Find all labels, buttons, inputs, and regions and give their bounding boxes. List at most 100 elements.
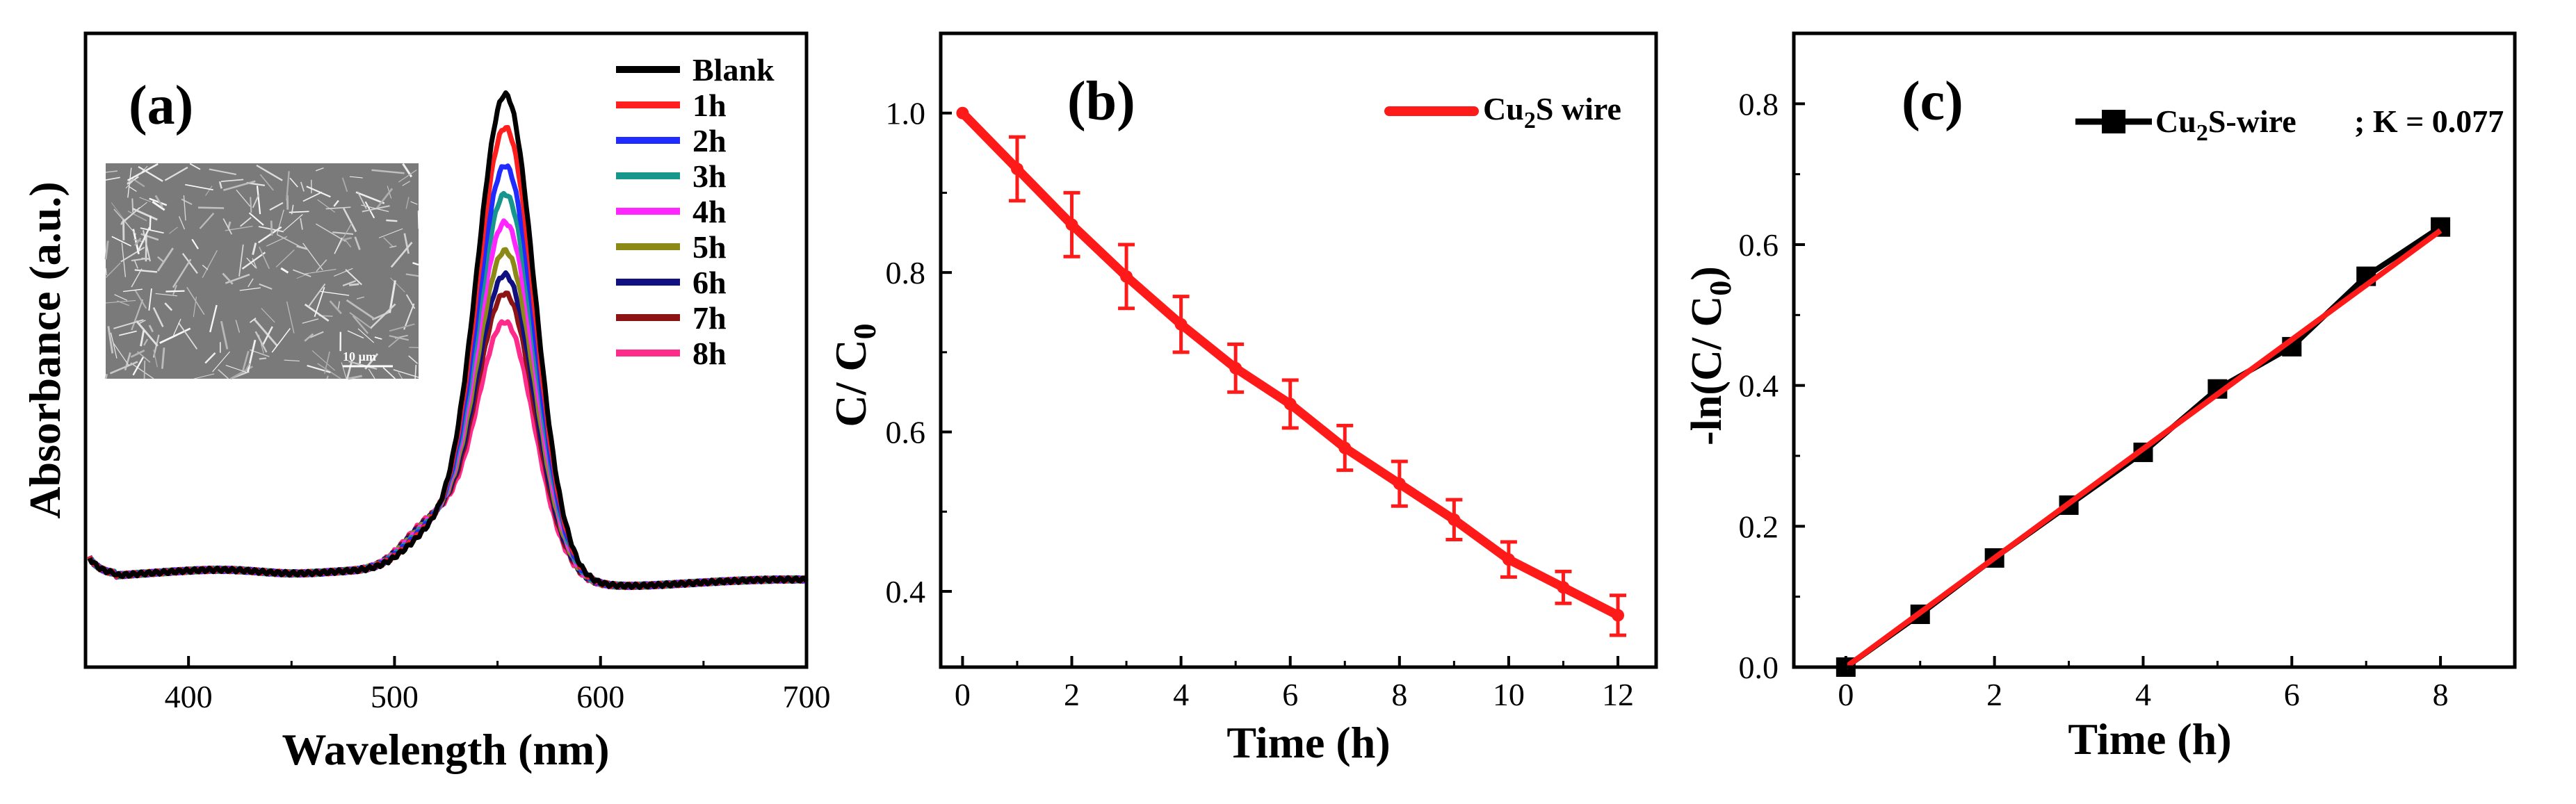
sem-nanowire [286,301,295,334]
sem-nanowire [130,362,154,379]
sem-nanowire [127,163,159,181]
sem-nanowire [145,233,147,262]
sem-nanowire [378,228,403,238]
sem-nanowire [202,249,218,279]
sem-nanowire [143,230,151,262]
panel-b-frame [939,31,1658,669]
sem-nanowire [348,375,362,380]
sem-nanowire [256,164,283,181]
panel-c: 0 2 4 6 8 0.0 0.2 0.4 0.6 0.8 (c) Time (h) -ln(C… [1683,31,2517,764]
sem-nanowire [398,372,403,379]
sem-nanowire [131,268,143,288]
sem-nanowire [417,211,419,229]
cu2s-wire-point [1612,609,1625,622]
sem-nanowire [259,174,274,191]
sem-nanowire [120,247,145,263]
panel-a-label: (a) [129,75,193,136]
cu2s-wire-point [1448,513,1461,526]
sem-nanowire [388,337,400,348]
panel-b-legend: Cu2S wire [1384,91,1621,133]
sem-nanowire [252,258,257,269]
panel-b-plot-area [956,106,1627,637]
sem-nanowire [113,319,144,329]
sem-nanowire [154,195,163,208]
panel-c-x-tick-label: 6 [2284,677,2300,712]
sem-nanowire [105,262,121,279]
sem-nanowire [149,197,168,206]
sem-nanowire [172,318,181,336]
panel-a-legend-label-4h: 4h [692,194,727,229]
panel-a-legend-label-1h: 1h [692,88,727,123]
sem-nanowire [315,167,324,172]
sem-nanowire [307,284,326,308]
sem-nanowire [222,272,234,285]
sem-nanowire [236,189,251,207]
sem-nanowire [256,186,261,215]
sem-nanowire [117,300,130,306]
sem-nanowire [202,264,209,270]
sem-nanowire [155,293,178,297]
sem-nanowire [185,183,213,191]
sem-nanowire [300,181,305,192]
sem-nanowire [320,290,350,296]
sem-nanowire [345,269,362,286]
cu2s-wire-point [1229,361,1242,375]
sem-nanowire [178,322,198,350]
spectrum-blank [87,90,809,590]
panel-c-label: (c) [1902,71,1963,132]
sem-nanowire [390,241,413,268]
sem-nanowire [261,326,273,347]
sem-nanowire [316,259,327,272]
panel-c-x-axis-label: Time (h) [2068,714,2231,764]
sem-nanowire [307,365,331,373]
sem-nanowire [280,267,289,274]
panel-c-x-tick-label: 4 [2135,677,2151,712]
sem-nanowire [403,303,415,330]
panel-b-label: (b) [1067,71,1135,132]
sem-nanowire [284,359,300,362]
cu2s-wire-point [1010,163,1023,176]
sem-nanowire [314,287,325,318]
sem-nanowire [354,236,361,250]
sem-nanowire [346,299,375,320]
sem-nanowire [153,350,158,368]
panel-b-x-tick-label: 12 [1602,677,1634,712]
sem-nanowire [137,227,151,252]
sem-nanowire [131,198,134,213]
sem-nanowire [132,356,145,376]
panel-c-y-tick-label: 0.8 [1739,86,1779,122]
linear-fit-line [1844,228,2443,670]
sem-nanowire [249,317,257,323]
sem-nanowire [386,219,398,222]
sem-nanowire [286,171,290,201]
sem-nanowire [148,325,154,333]
sem-nanowire [148,288,152,311]
sem-nanowire [235,320,241,333]
sem-nanowire [349,176,363,179]
sem-nanowire [334,237,343,254]
sem-nanowire [149,215,152,230]
sem-nanowire [390,277,405,293]
panel-b-x-ticks: 0 2 4 6 8 10 12 [955,656,1634,712]
sem-nanowire [140,227,164,234]
sem-nanowire [138,320,146,325]
sem-nanowire [107,326,114,354]
sem-nanowire [165,290,185,293]
sem-nanowire [333,268,353,277]
sem-nanowire [317,363,341,379]
cu2s-wire-point [1120,270,1133,283]
sem-nanowire [120,202,147,223]
panel-a-frame [83,31,809,669]
sem-nanowire [342,280,357,287]
panel-c-legend: Cu2S-wire ; K = 0.077 [2075,104,2504,146]
sem-nanowire [212,351,230,372]
sem-nanowire [389,245,397,248]
sem-nanowire [296,245,308,250]
sem-nanowire [104,373,108,379]
sem-nanowire [111,236,131,247]
panel-c-frame [1792,31,2517,669]
sem-nanowire [138,165,163,182]
panel-c-plot-area [1836,217,2451,677]
panel-a-x-axis-label: Wavelength (nm) [282,725,609,774]
